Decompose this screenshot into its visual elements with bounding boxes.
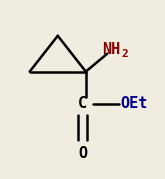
Text: C: C: [78, 96, 87, 111]
Text: NH: NH: [102, 42, 121, 57]
Text: O: O: [78, 146, 87, 161]
Text: OEt: OEt: [120, 96, 148, 111]
Text: 2: 2: [121, 49, 128, 59]
